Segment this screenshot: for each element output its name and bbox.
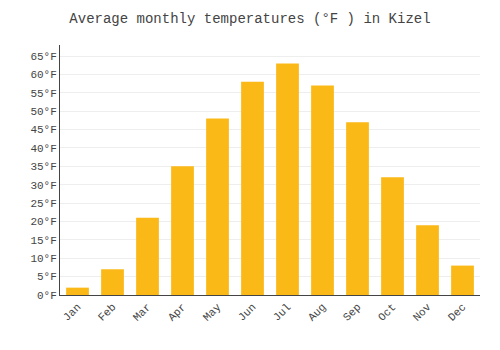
svg-text:Jul: Jul (271, 301, 293, 323)
svg-text:Average monthly temperatures (: Average monthly temperatures (°F ) in Ki… (69, 11, 430, 27)
svg-text:Apr: Apr (166, 301, 188, 323)
svg-text:55°F: 55°F (30, 88, 56, 100)
svg-text:20°F: 20°F (30, 216, 56, 228)
svg-text:Dec: Dec (446, 301, 468, 323)
svg-text:Mar: Mar (131, 301, 153, 323)
svg-text:0°F: 0°F (37, 290, 57, 302)
svg-text:10°F: 10°F (30, 253, 56, 265)
svg-text:60°F: 60°F (30, 69, 56, 81)
svg-text:30°F: 30°F (30, 180, 56, 192)
svg-text:15°F: 15°F (30, 235, 56, 247)
svg-text:Sep: Sep (341, 301, 363, 323)
svg-text:Feb: Feb (96, 301, 118, 323)
svg-text:Jan: Jan (61, 301, 83, 323)
svg-text:May: May (201, 301, 224, 324)
svg-text:5°F: 5°F (37, 271, 57, 283)
svg-text:25°F: 25°F (30, 198, 56, 210)
svg-text:Oct: Oct (376, 301, 398, 323)
svg-text:40°F: 40°F (30, 143, 56, 155)
svg-text:45°F: 45°F (30, 124, 56, 136)
svg-text:35°F: 35°F (30, 161, 56, 173)
svg-text:Nov: Nov (411, 301, 434, 324)
svg-text:Jun: Jun (236, 301, 258, 323)
svg-text:65°F: 65°F (30, 51, 56, 63)
svg-text:50°F: 50°F (30, 106, 56, 118)
svg-text:Aug: Aug (306, 301, 328, 323)
